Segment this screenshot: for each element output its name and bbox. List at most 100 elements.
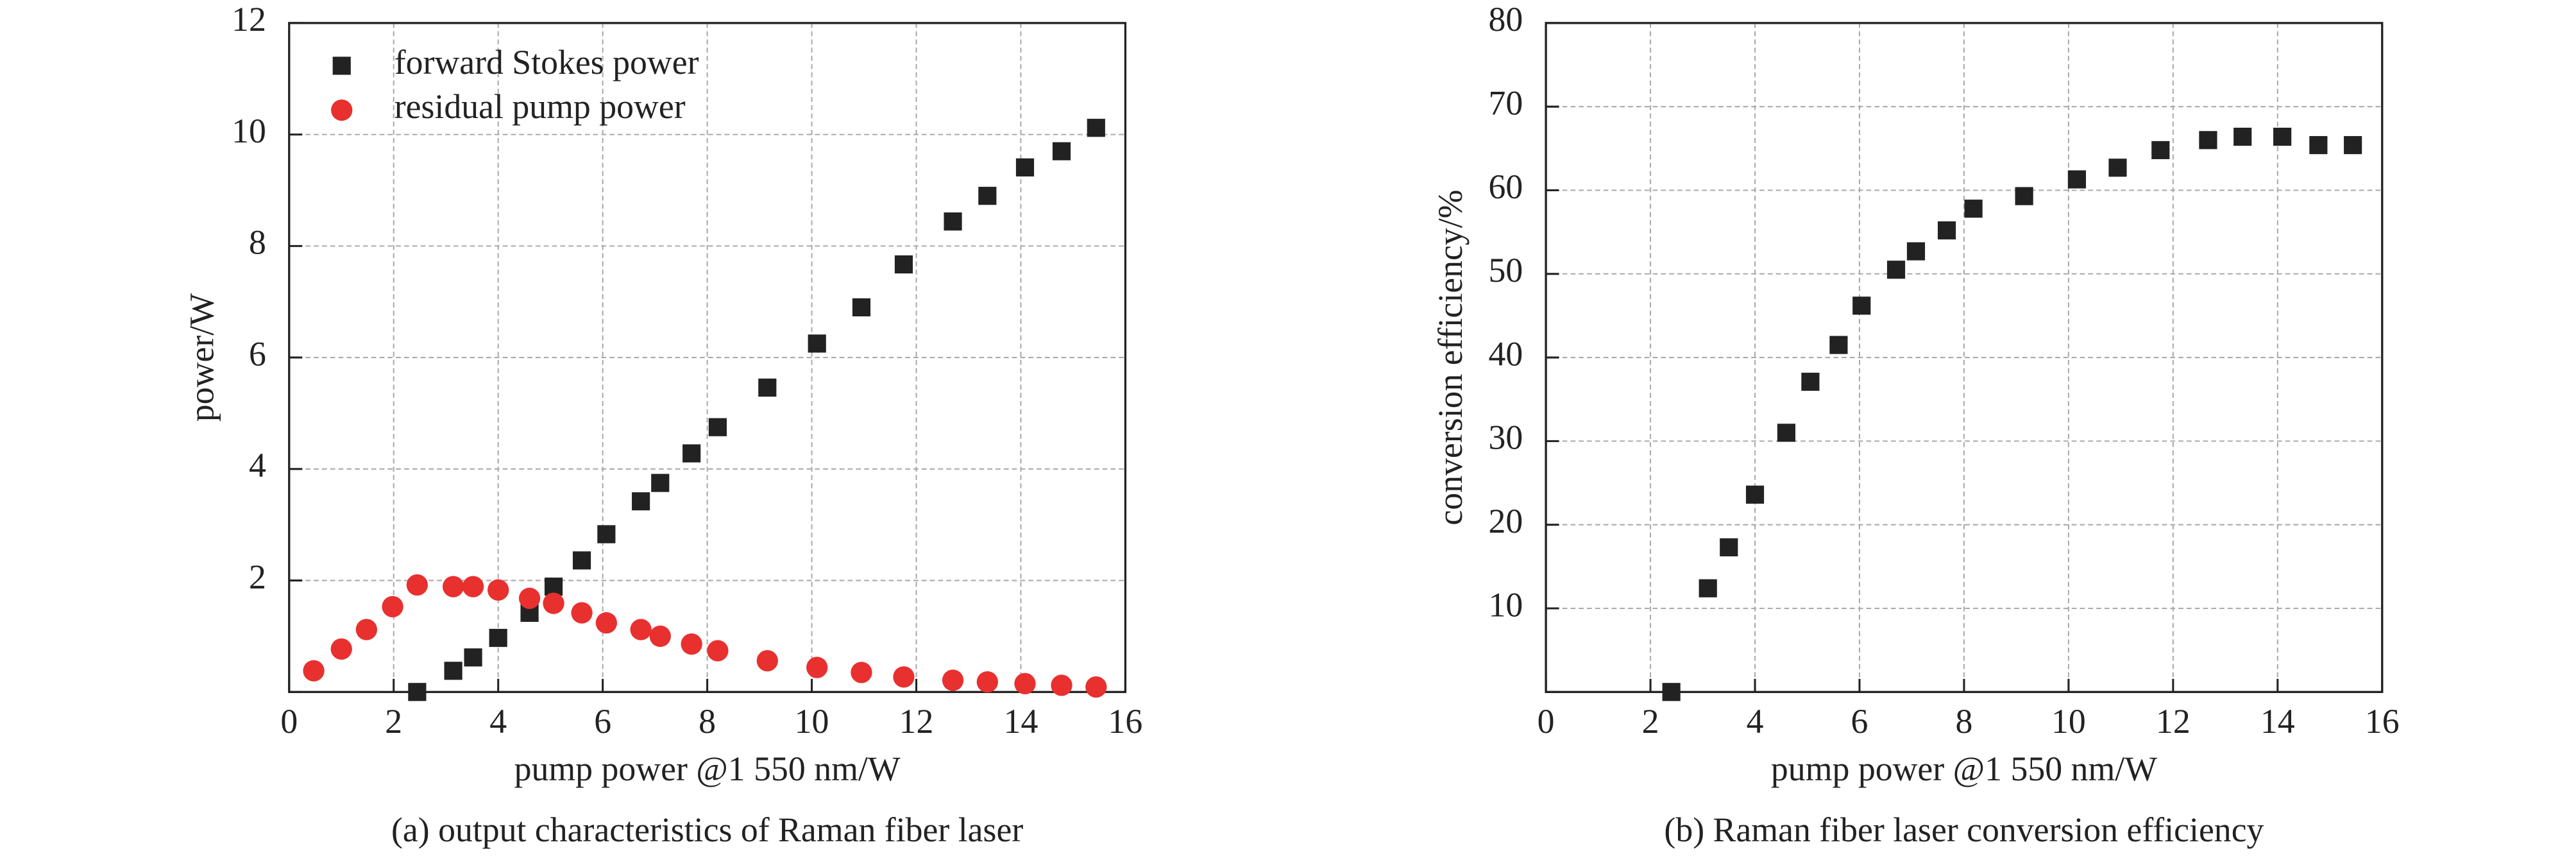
point bbox=[444, 662, 462, 680]
plot-frame bbox=[288, 22, 1127, 693]
point bbox=[543, 592, 564, 614]
y-tick-label: 20 bbox=[1488, 502, 1523, 540]
point bbox=[442, 576, 464, 597]
point bbox=[2015, 187, 2033, 205]
point bbox=[1051, 674, 1072, 696]
legend-marker bbox=[331, 99, 353, 121]
point bbox=[1906, 242, 1926, 261]
point bbox=[893, 666, 915, 688]
legend-marker bbox=[332, 56, 351, 75]
caption: (b) Raman fiber laser conversion efficie… bbox=[1664, 811, 2264, 849]
point bbox=[944, 212, 962, 231]
point bbox=[630, 619, 652, 640]
y-tick-label: 2 bbox=[249, 558, 266, 596]
y-tick-label: 70 bbox=[1488, 84, 1523, 123]
x-tick-label: 2 bbox=[1642, 702, 1659, 741]
plot-frame bbox=[1545, 22, 2384, 693]
point bbox=[2067, 170, 2087, 189]
y-tick-label: 12 bbox=[232, 0, 266, 39]
point bbox=[756, 650, 778, 672]
x-tick-label: 16 bbox=[2365, 702, 2400, 741]
x-tick-label: 0 bbox=[280, 702, 298, 741]
point bbox=[1801, 372, 1820, 391]
point bbox=[1087, 119, 1105, 137]
point bbox=[355, 619, 378, 640]
point bbox=[303, 660, 325, 682]
point bbox=[1964, 200, 1983, 218]
x-tick-label: 2 bbox=[385, 702, 402, 741]
point bbox=[489, 628, 507, 648]
x-tick-label: 4 bbox=[489, 702, 507, 741]
x-tick-label: 14 bbox=[1004, 702, 1038, 741]
point bbox=[382, 596, 403, 618]
point bbox=[487, 579, 509, 601]
point bbox=[2151, 141, 2170, 160]
y-tick-label: 50 bbox=[1488, 251, 1523, 289]
y-tick-label: 40 bbox=[1488, 334, 1523, 373]
point bbox=[942, 669, 964, 691]
point bbox=[851, 662, 872, 683]
point bbox=[330, 638, 352, 660]
x-tick-label: 6 bbox=[594, 702, 611, 741]
point bbox=[808, 334, 826, 353]
y-axis-title: conversion efficiency/% bbox=[1431, 190, 1470, 526]
y-tick-label: 30 bbox=[1488, 418, 1523, 457]
point bbox=[976, 671, 998, 693]
point bbox=[2108, 159, 2127, 177]
legend-label: residual pump power bbox=[394, 87, 686, 126]
point bbox=[1720, 538, 1738, 556]
point bbox=[707, 640, 729, 662]
y-tick-label: 60 bbox=[1488, 167, 1523, 206]
x-axis-title: pump power @1 550 nm/W bbox=[1771, 750, 2157, 788]
point bbox=[2199, 131, 2217, 150]
point bbox=[651, 474, 670, 492]
point bbox=[978, 187, 997, 205]
point bbox=[571, 602, 593, 624]
legend-label: forward Stokes power bbox=[394, 43, 699, 82]
point bbox=[1699, 579, 1717, 597]
point bbox=[852, 298, 871, 316]
point bbox=[597, 525, 616, 544]
point bbox=[2309, 136, 2328, 155]
x-tick-label: 4 bbox=[1747, 702, 1764, 741]
point bbox=[1015, 158, 1035, 176]
point bbox=[708, 418, 727, 436]
y-tick-label: 8 bbox=[249, 223, 266, 262]
point bbox=[2233, 128, 2252, 146]
y-tick-label: 10 bbox=[1488, 585, 1523, 624]
point bbox=[1829, 336, 1848, 354]
point bbox=[595, 612, 618, 634]
point bbox=[1014, 673, 1036, 694]
point bbox=[406, 574, 428, 596]
y-tick-label: 80 bbox=[1488, 0, 1523, 39]
x-tick-label: 10 bbox=[795, 702, 829, 741]
point bbox=[2344, 136, 2362, 155]
y-axis-title: power/W bbox=[182, 293, 221, 422]
point bbox=[464, 648, 482, 667]
point bbox=[408, 683, 427, 701]
point bbox=[1085, 676, 1107, 698]
point bbox=[1777, 424, 1796, 442]
point bbox=[1852, 296, 1871, 315]
point bbox=[1052, 142, 1071, 160]
point bbox=[572, 551, 591, 570]
point bbox=[682, 444, 701, 463]
point bbox=[462, 576, 484, 597]
y-tick-label: 4 bbox=[249, 446, 266, 485]
x-tick-label: 8 bbox=[699, 702, 716, 741]
x-tick-label: 10 bbox=[2051, 702, 2086, 741]
x-tick-label: 0 bbox=[1538, 702, 1555, 741]
point bbox=[1745, 485, 1765, 504]
point bbox=[632, 492, 650, 511]
x-tick-label: 6 bbox=[1851, 702, 1868, 741]
x-tick-label: 12 bbox=[899, 702, 934, 741]
point bbox=[518, 587, 541, 610]
point bbox=[806, 656, 828, 678]
y-tick-label: 10 bbox=[232, 112, 266, 150]
x-tick-label: 12 bbox=[2156, 702, 2190, 741]
x-axis-title: pump power @1 550 nm/W bbox=[514, 750, 901, 788]
point bbox=[1662, 683, 1681, 701]
y-tick-label: 6 bbox=[249, 334, 266, 373]
x-tick-label: 16 bbox=[1108, 702, 1143, 741]
